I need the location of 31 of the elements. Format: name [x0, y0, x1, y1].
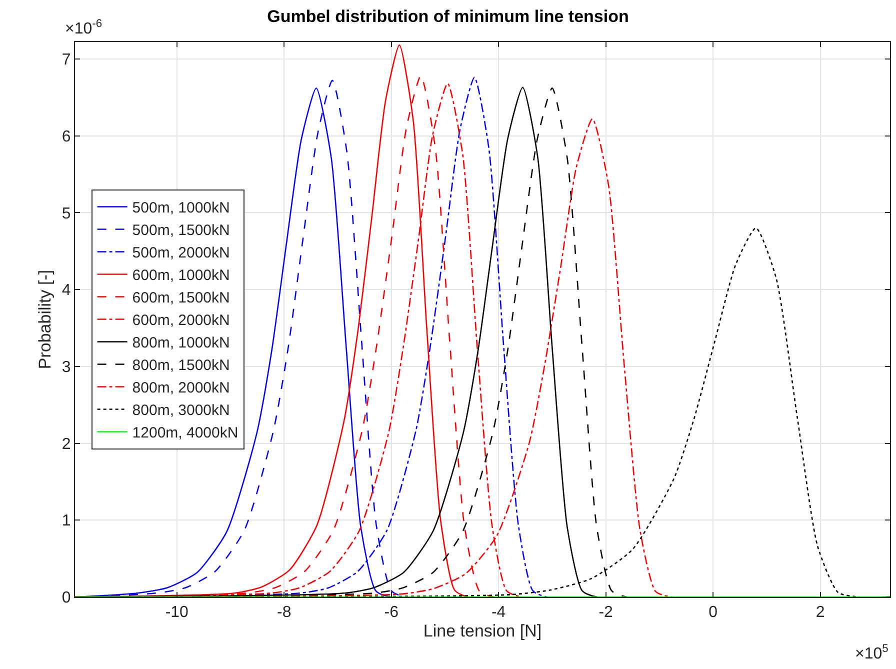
legend-label: 600m, 1000kN [132, 267, 230, 284]
legend-label: 600m, 1500kN [132, 290, 230, 307]
legend-label: 800m, 2000kN [132, 380, 230, 397]
x-tick-label: -2 [598, 604, 614, 622]
y-tick-label: 4 [62, 282, 71, 300]
y-tick-label: 1 [62, 512, 71, 530]
y-tick-label: 6 [62, 128, 71, 146]
legend-label: 800m, 3000kN [132, 402, 230, 420]
legend-label: 800m, 1500kN [132, 357, 230, 374]
y-tick-label: 7 [62, 52, 71, 69]
legend-label: 1200m, 4000kN [132, 424, 238, 442]
legend-label: 600m, 2000kN [132, 312, 230, 330]
chart-title: Gumbel distribution of minimum line tension [267, 6, 629, 26]
x-tick-label: -4 [491, 604, 506, 622]
x-tick-label: -6 [384, 604, 399, 622]
text: ×10$^{-6}$ [65, 18, 102, 38]
legend-label: 500m, 2000kN [132, 244, 230, 262]
y-tick-label: 5 [62, 205, 71, 222]
legend-label: 500m, 1000kN [132, 200, 230, 217]
x-tick-label: -10 [165, 604, 189, 622]
x-tick-label: -8 [276, 604, 292, 622]
text: ×10$^{5}$ [855, 643, 888, 663]
legend-label: 800m, 1000kN [132, 334, 230, 352]
y-axis-title: Probability [-] [35, 270, 54, 370]
x-tick-label: 0 [708, 604, 718, 622]
legend-label: 500m, 1500kN [132, 222, 230, 240]
x-axis-title: Line tension [N] [423, 622, 542, 641]
x-tick-label: 2 [816, 604, 825, 622]
y-tick-label: 0 [62, 590, 71, 607]
y-tick-label: 2 [62, 436, 71, 453]
y-tick-label: 3 [62, 358, 71, 376]
